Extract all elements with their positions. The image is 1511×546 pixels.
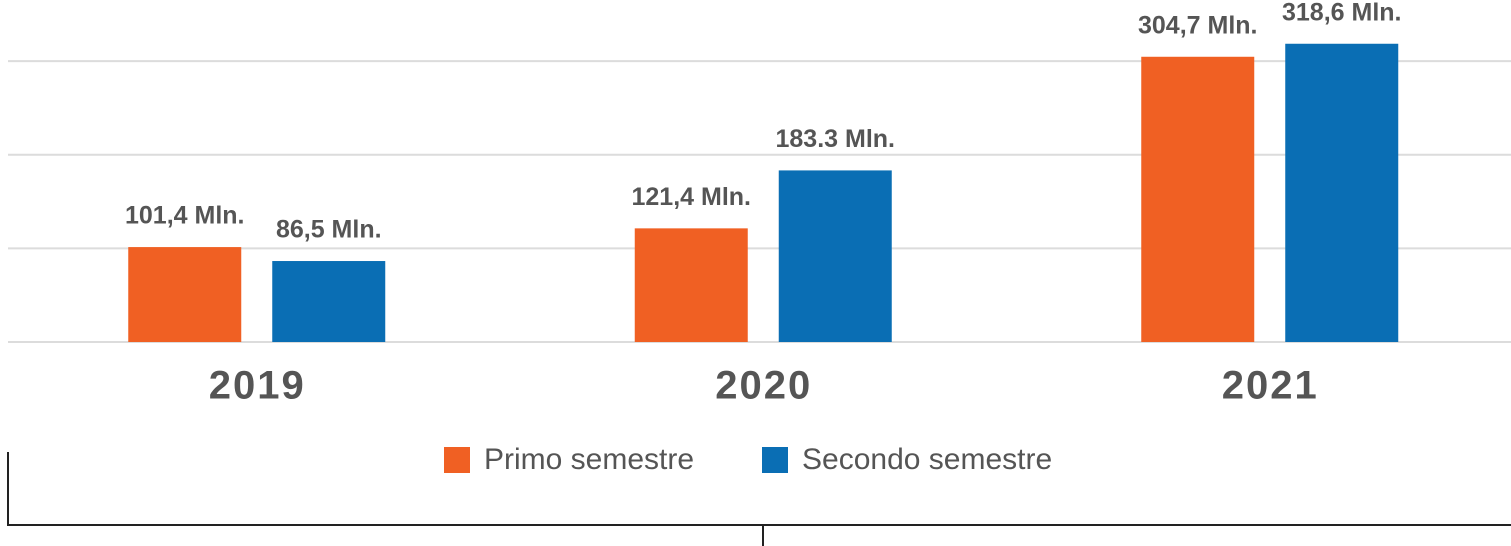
- bracket: [7, 452, 1511, 546]
- value-label: 121,4 Mln.: [632, 183, 752, 211]
- bar: [1141, 56, 1255, 343]
- legend-label: Primo semestre: [484, 443, 694, 476]
- value-label: 183.3 Mln.: [776, 125, 896, 153]
- x-tick-label: 2019: [209, 364, 306, 408]
- x-tick-label: 2021: [1222, 364, 1319, 408]
- legend-label: Secondo semestre: [802, 443, 1052, 476]
- value-label: 101,4 Mln.: [125, 202, 245, 230]
- legend-swatch: [762, 447, 788, 473]
- value-label: 318,6 Mln.: [1282, 0, 1402, 26]
- bar: [272, 261, 386, 342]
- bar: [128, 247, 242, 342]
- bar: [778, 170, 892, 342]
- legend-swatch: [444, 447, 470, 473]
- x-tick-label: 2020: [715, 364, 812, 408]
- value-label: 304,7 Mln.: [1138, 11, 1258, 39]
- bar: [1285, 43, 1399, 342]
- bar: [634, 228, 748, 342]
- value-label: 86,5 Mln.: [276, 216, 382, 244]
